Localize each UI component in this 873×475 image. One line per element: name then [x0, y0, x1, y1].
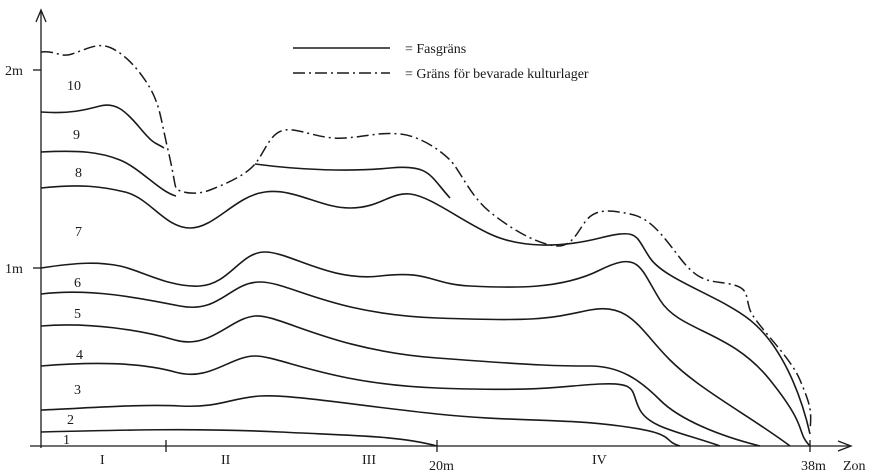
x-label-38m: 38m: [801, 459, 826, 474]
layer-label-6: 6: [74, 276, 81, 291]
y-label-2m: 2m: [5, 64, 23, 79]
phase-boundary-3: [40, 355, 721, 447]
phase-boundary-2: [40, 394, 681, 447]
x-axis-arrow-icon: [837, 440, 853, 452]
phase-boundary-7: [40, 185, 811, 435]
x-label-20m: 20m: [429, 459, 454, 474]
x-axis-title: Zon: [843, 459, 866, 474]
phase-boundary-8: [40, 150, 177, 197]
phase-boundary-5: [40, 281, 791, 447]
layer-label-9: 9: [73, 128, 80, 143]
layer-label-8: 8: [75, 166, 82, 181]
preserved-limit-line: [40, 44, 812, 431]
zone-label-i: I: [100, 453, 105, 468]
phase-boundary-8b: [254, 163, 451, 199]
legend-limit-text: = Gräns för bevarade kulturlager: [405, 67, 589, 82]
phase-boundary-4: [40, 315, 761, 447]
zone-label-iv: IV: [592, 453, 607, 468]
layer-label-4: 4: [76, 348, 83, 363]
layer-label-3: 3: [74, 383, 81, 398]
phase-boundary-9: [40, 104, 165, 149]
layer-label-10: 10: [67, 79, 81, 94]
zone-label-iii: III: [362, 453, 376, 468]
layer-label-7: 7: [75, 225, 82, 240]
legend-phase-text: = Fasgräns: [405, 42, 466, 57]
y-label-1m: 1m: [5, 262, 23, 277]
layer-label-5: 5: [74, 307, 81, 322]
phase-boundary-1: [40, 428, 438, 447]
zone-label-ii: II: [221, 453, 231, 468]
layer-label-2: 2: [67, 413, 74, 428]
layer-label-1: 1: [63, 433, 70, 448]
y-axis-arrow-icon: [35, 8, 47, 23]
phase-boundary-6: [40, 251, 811, 447]
